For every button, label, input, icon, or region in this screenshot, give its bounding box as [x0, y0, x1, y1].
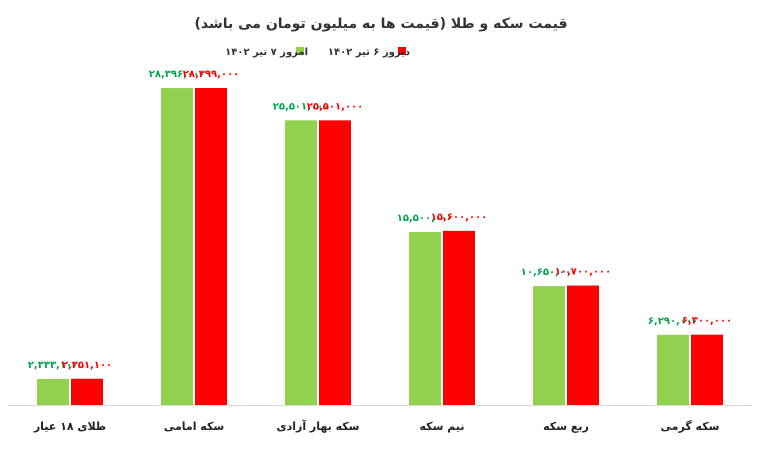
x-tick-label: سکه بهار آزادی [277, 419, 360, 433]
x-tick-label: سکه گرمی [661, 420, 720, 433]
legend-swatch [296, 47, 304, 55]
bar [195, 88, 227, 405]
bar [71, 378, 103, 405]
value-label: ۲۵,۵۰۱,۰۰۰ [273, 101, 329, 112]
legend-label: دیروز ۶ تیر ۱۴۰۲ [328, 47, 410, 58]
value-label: ۶,۳۰۰,۰۰۰ [682, 316, 732, 327]
value-label: ۲,۳۳۳,۱۰۰ [28, 360, 78, 371]
bar [285, 120, 317, 405]
bar [161, 88, 193, 406]
bar [319, 120, 351, 405]
x-tick-label: نیم سکه [420, 420, 465, 433]
bar [533, 286, 565, 405]
value-label: ۱۰,۶۵۰,۰۰۰ [521, 267, 577, 278]
legend-label: امروز ۷ تیر ۱۴۰۲ [225, 47, 308, 58]
bar [567, 285, 599, 405]
value-label: ۲,۳۵۱,۱۰۰ [62, 360, 112, 371]
x-tick-label: طلای ۱۸ عیار [33, 420, 106, 433]
bar [443, 230, 475, 405]
value-label: ۲۵,۵۰۱,۰۰۰ [307, 101, 363, 112]
value-label: ۱۵,۶۰۰,۰۰۰ [431, 212, 487, 223]
x-tick-label: ربع سکه [543, 420, 589, 433]
value-label: ۲۸,۳۹۹,۰۰۰ [183, 69, 239, 80]
value-label: ۱۰,۷۰۰,۰۰۰ [555, 267, 611, 278]
value-label: ۱۵,۵۰۰,۰۰۰ [397, 213, 453, 224]
chart-title: قیمت سکه و طلا (قیمت ها به میلیون تومان … [195, 16, 568, 32]
bar [657, 334, 689, 405]
bar [409, 231, 441, 405]
legend-swatch [398, 47, 406, 55]
x-tick-label: سکه امامی [164, 420, 224, 433]
bar [691, 334, 723, 405]
value-label: ۶,۲۹۰,۰۰۰ [648, 316, 698, 327]
bar [37, 378, 69, 405]
value-label: ۲۸,۳۹۶,۰۰۰ [149, 69, 205, 80]
